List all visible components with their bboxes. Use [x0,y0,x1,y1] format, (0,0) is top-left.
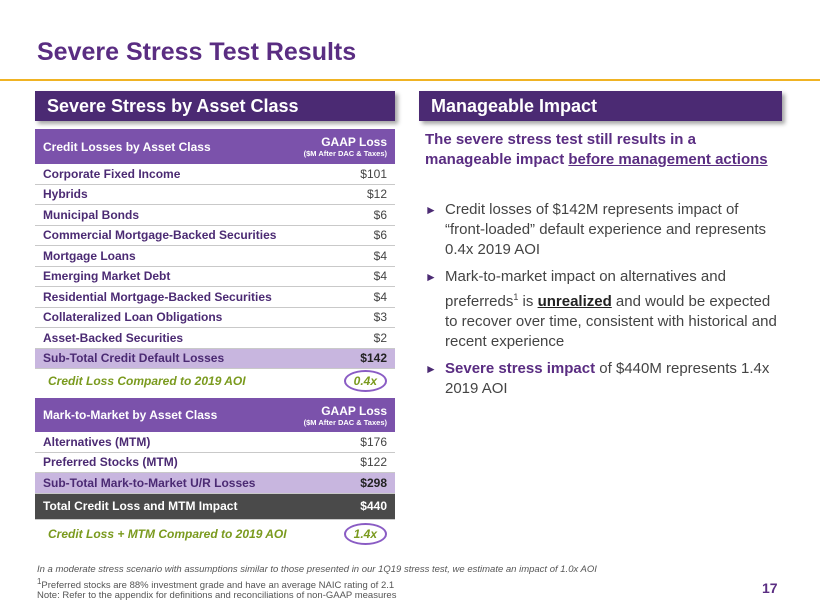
row-label: Corporate Fixed Income [43,166,181,181]
footnote-non-gaap: Note: Refer to the appendix for definiti… [37,590,397,601]
table-row: Asset-Backed Securities $2 [35,328,395,349]
table-row: Mortgage Loans $4 [35,246,395,267]
row-value: $122 [360,455,387,470]
row-value: $6 [373,228,387,243]
bullet-emphasis: Severe stress impact [445,360,596,377]
row-value: $12 [366,187,387,202]
gaap-loss-subtitle: ($M After DAC & Taxes) [303,417,387,427]
row-label: Preferred Stocks (MTM) [43,455,178,470]
bullet-text: and would be expected to recover over ti… [445,293,777,350]
list-item: ► Severe stress impact of $440M represen… [425,359,780,399]
row-label: Municipal Bonds [43,207,139,222]
comparison-value-oval: 0.4x [343,370,387,392]
row-value: $101 [360,166,387,181]
bullet-text: is [518,293,538,310]
impact-bullet-list: ► Credit losses of $142M represents impa… [425,200,780,406]
bullet-arrow-icon: ► [425,270,437,284]
table-row: Hybrids $12 [35,185,395,205]
row-value: $3 [373,310,387,325]
row-value: $176 [360,434,387,449]
footnote-text: Preferred stocks are 88% investment grad… [41,580,395,592]
subtotal-value: $142 [360,351,387,366]
impact-heading-text: The severe stress test still results in … [425,131,696,168]
table-row: Commercial Mortgage-Backed Securities $6 [35,226,395,246]
row-value: $4 [373,248,387,263]
bullet-text: Mark-to-market impact on alternatives an… [445,268,726,310]
bullet-text: of $440M represents 1.4x 2019 AOI [445,360,770,397]
total-value: $440 [360,499,387,513]
subtotal-value: $298 [360,475,387,490]
mtm-subtotal-row: Sub-Total Mark-to-Market U/R Losses $298 [35,473,395,494]
row-label: Emerging Market Debt [43,269,171,284]
credit-subtotal-row: Sub-Total Credit Default Losses $142 [35,348,395,369]
row-label: Commercial Mortgage-Backed Securities [43,228,277,243]
table-row: Residential Mortgage-Backed Securities $4 [35,287,395,308]
row-label: Mortgage Loans [43,248,136,263]
page-title: Severe Stress Test Results [37,38,357,66]
table-row: Collateralized Loan Obligations $3 [35,308,395,328]
impact-heading: The severe stress test still results in … [425,130,775,170]
bullet-text: Credit losses of $142M represents impact… [445,201,767,258]
subtotal-label: Sub-Total Credit Default Losses [43,351,225,366]
row-label: Residential Mortgage-Backed Securities [43,289,272,304]
gaap-loss-header: GAAP Loss ($M After DAC & Taxes) [304,135,387,158]
footnote-moderate-stress: In a moderate stress scenario with assum… [37,564,597,575]
list-item: ► Credit losses of $142M represents impa… [425,200,780,260]
table-row: Alternatives (MTM) $176 [35,432,395,453]
mtm-table: Mark-to-Market by Asset Class GAAP Loss … [35,398,395,548]
asset-class-header: Severe Stress by Asset Class [35,91,395,121]
bullet-arrow-icon: ► [425,203,437,217]
page-number: 17 [762,580,778,596]
table-row: Emerging Market Debt $4 [35,267,395,287]
mtm-aoi-comparison: Credit Loss + MTM Compared to 2019 AOI 1… [35,520,395,548]
row-value: $4 [373,289,387,304]
manageable-impact-header: Manageable Impact [419,91,782,121]
gaap-loss-title: GAAP Loss [321,403,387,418]
total-label: Total Credit Loss and MTM Impact [43,499,238,513]
mtm-col-label: Mark-to-Market by Asset Class [43,408,218,422]
mtm-table-header: Mark-to-Market by Asset Class GAAP Loss … [35,398,395,432]
credit-table-header: Credit Losses by Asset Class GAAP Loss (… [35,129,395,164]
impact-heading-underlined: before management actions [568,151,768,168]
comparison-label: Credit Loss Compared to 2019 AOI [48,374,246,388]
footnote-marker: 1 [513,292,519,302]
row-label: Collateralized Loan Obligations [43,310,223,325]
comparison-label: Credit Loss + MTM Compared to 2019 AOI [48,526,287,541]
table-row: Municipal Bonds $6 [35,205,395,226]
row-value: $4 [373,269,387,284]
row-value: $6 [373,207,387,222]
row-label: Alternatives (MTM) [43,434,151,449]
footnote-marker: 1 [37,577,42,586]
list-item: ► Mark-to-market impact on alternatives … [425,267,780,352]
row-value: $2 [373,330,387,345]
table-row: Corporate Fixed Income $101 [35,164,395,185]
gaap-loss-title: GAAP Loss [321,135,387,149]
comparison-value-oval: 1.4x [343,522,387,545]
footnote-preferred: 1Preferred stocks are 88% investment gra… [37,577,394,591]
gaap-loss-subtitle: ($M After DAC & Taxes) [303,149,387,158]
gaap-loss-header: GAAP Loss ($M After DAC & Taxes) [304,404,387,427]
subtotal-label: Sub-Total Mark-to-Market U/R Losses [43,475,256,490]
credit-losses-table: Credit Losses by Asset Class GAAP Loss (… [35,129,395,393]
row-label: Asset-Backed Securities [43,330,184,345]
bullet-arrow-icon: ► [425,362,437,376]
bullet-emphasis: unrealized [537,293,612,310]
table-row: Preferred Stocks (MTM) $122 [35,453,395,473]
credit-aoi-comparison: Credit Loss Compared to 2019 AOI 0.4x [35,369,395,393]
row-label: Hybrids [43,187,88,202]
title-divider [0,79,820,81]
credit-col-label: Credit Losses by Asset Class [43,139,211,154]
total-impact-row: Total Credit Loss and MTM Impact $440 [35,493,395,520]
